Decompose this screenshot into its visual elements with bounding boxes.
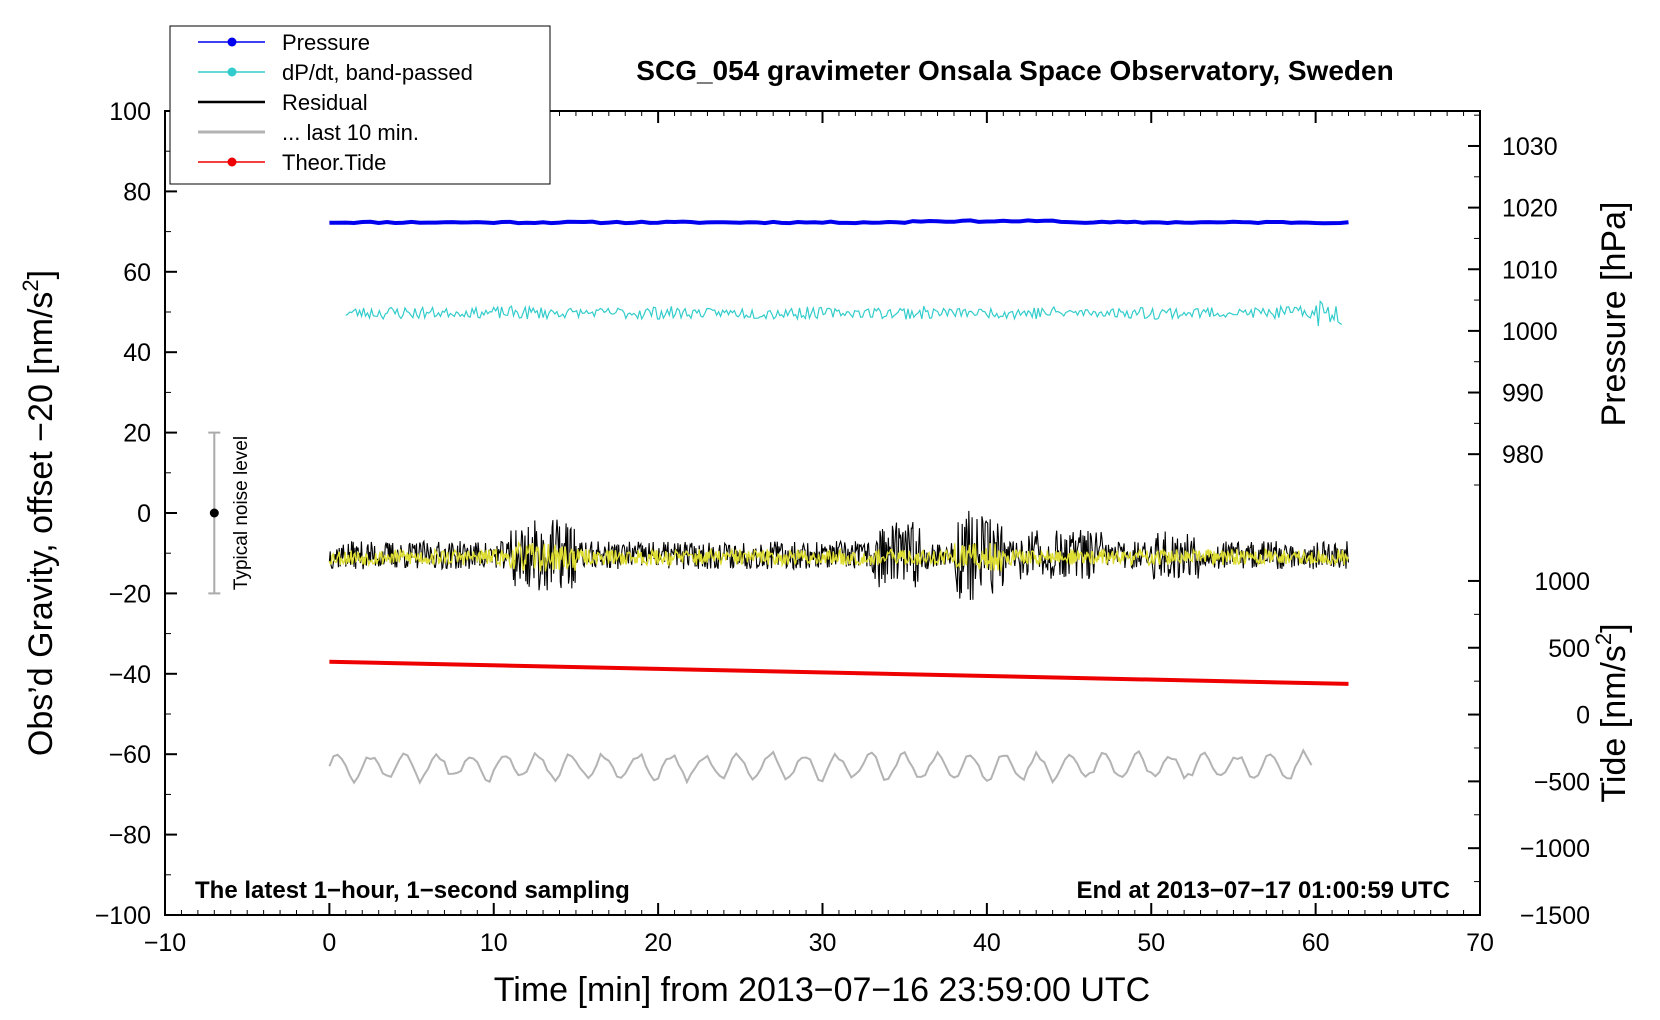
y-tick-label: −40	[109, 661, 151, 689]
y-tick-label: −20	[109, 580, 151, 608]
y-axis-title-tide-main: Tide [nm/s	[1595, 645, 1633, 802]
pressure-tick-label: 1030	[1502, 133, 1558, 161]
y-tick-label: −100	[95, 902, 151, 930]
x-tick-label: 40	[973, 929, 1001, 957]
noise-level-label: Typical noise level	[231, 436, 252, 590]
y-axis-title-tide: Tide [nm/s2]	[1591, 623, 1633, 802]
legend: Pressure dP/dt, band-passed Residual ... la…	[169, 25, 551, 185]
series-last-10-min	[328, 748, 1313, 785]
noise-level-indicator: Typical noise level	[208, 431, 252, 595]
legend-marker	[227, 157, 237, 167]
pressure-tick-label: 1000	[1502, 318, 1558, 346]
x-tick-label: −10	[144, 929, 186, 957]
y-tick-label: 40	[123, 339, 151, 367]
series-theor-tide	[329, 659, 1349, 686]
legend-marker	[227, 67, 237, 77]
noise-bar-center	[209, 508, 219, 518]
pressure-tick-label: 1020	[1502, 195, 1558, 223]
plot-frame	[164, 110, 1481, 916]
y-tick-label: 100	[109, 98, 151, 126]
y-axis-title-left-sup: 2	[18, 279, 43, 291]
tick-labels: −10 0 10 20 30 40 50 60 70−100−80−60−40−20020406…	[95, 98, 1590, 957]
tide-tick-label: 1000	[1534, 568, 1590, 596]
tide-tick-label: 0	[1576, 702, 1590, 730]
x-tick-label: 20	[644, 929, 672, 957]
y-axis-title-left-main: Obs’d Gravity, offset −20 [nm/s	[22, 292, 60, 757]
x-tick-label: 30	[809, 929, 837, 957]
legend-box	[169, 25, 551, 185]
y-axis-title-tide-sup: 2	[1591, 633, 1616, 645]
y-tick-label: 20	[123, 420, 151, 448]
y-tick-label: −80	[109, 822, 151, 850]
tide-tick-label: −500	[1534, 768, 1590, 796]
legend-label: ... last 10 min.	[282, 120, 419, 145]
y-tick-label: 60	[123, 259, 151, 287]
pressure-tick-label: 980	[1502, 441, 1544, 469]
annotation-end-time: End at 2013−07−17 01:00:59 UTC	[1076, 877, 1450, 904]
x-tick-label: 0	[322, 929, 336, 957]
series-dpdt	[345, 300, 1343, 327]
tide-tick-label: −1500	[1520, 902, 1590, 930]
legend-label: Residual	[282, 90, 368, 115]
legend-label: Pressure	[282, 30, 370, 55]
y-axis-title-tide-tail: ]	[1595, 623, 1633, 632]
legend-marker	[227, 37, 237, 47]
y-tick-label: 0	[137, 500, 151, 528]
x-tick-label: 10	[480, 929, 508, 957]
x-tick-label: 60	[1302, 929, 1330, 957]
x-tick-label: 70	[1466, 929, 1494, 957]
pressure-tick-label: 990	[1502, 380, 1544, 408]
tide-tick-label: −1000	[1520, 835, 1590, 863]
y-axis-title-left: Obs’d Gravity, offset −20 [nm/s2]	[18, 270, 60, 756]
series-residual-bandpassed	[328, 540, 1349, 572]
y-tick-label: 80	[123, 178, 151, 206]
y-tick-label: −60	[109, 741, 151, 769]
chart-title: SCG_054 gravimeter Onsala Space Observat…	[636, 55, 1393, 86]
annotation-sampling: The latest 1−hour, 1−second sampling	[195, 877, 630, 904]
y-axis-title-pressure: Pressure [hPa]	[1595, 202, 1633, 427]
legend-label: Theor.Tide	[282, 150, 386, 175]
tide-tick-label: 500	[1548, 635, 1590, 663]
legend-label: dP/dt, band-passed	[282, 60, 473, 85]
pressure-tick-label: 1010	[1502, 256, 1558, 284]
x-tick-label: 50	[1137, 929, 1165, 957]
series-residual	[328, 510, 1350, 601]
data-series	[328, 218, 1350, 785]
y-axis-title-left-tail: ]	[22, 270, 60, 279]
x-axis-title: Time [min] from 2013−07−16 23:59:00 UTC	[494, 971, 1150, 1009]
series-pressure	[329, 218, 1349, 226]
